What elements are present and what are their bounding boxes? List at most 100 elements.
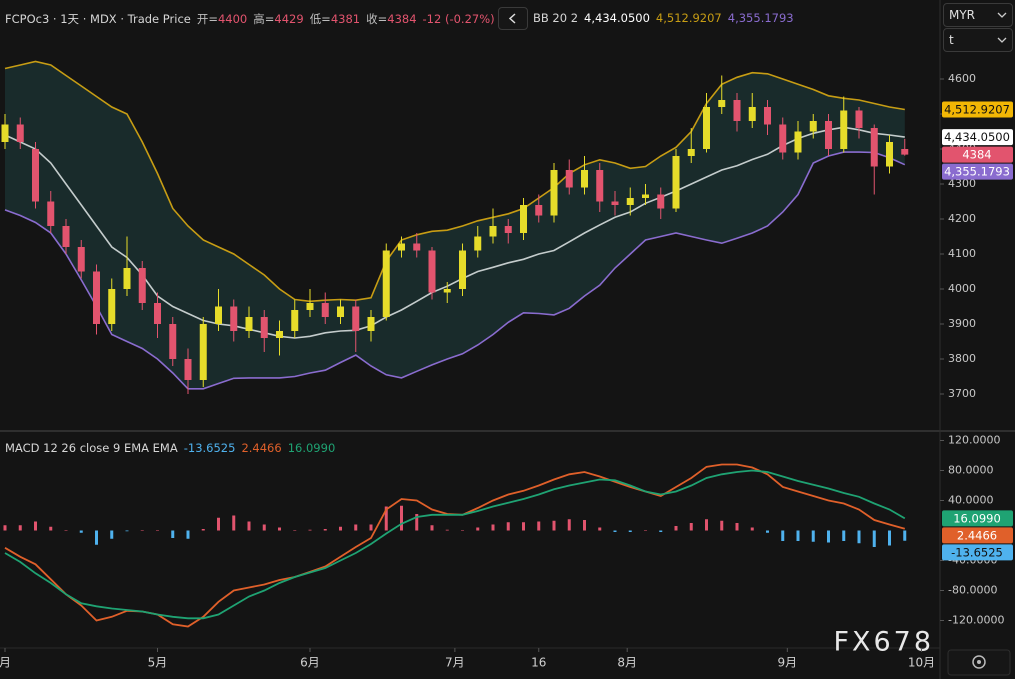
price-tag-label: -13.6525 (951, 545, 1003, 559)
ohlc-item: 低=4381 (310, 11, 360, 27)
candle-body (321, 303, 329, 317)
histogram-bar (872, 530, 876, 547)
y-tick-label: 4300 (948, 177, 976, 190)
price-tag-label: 16.0990 (953, 511, 1001, 525)
price-tag (942, 163, 1013, 180)
candle-body (123, 268, 131, 289)
histogram-bar (34, 521, 37, 531)
histogram-bar (522, 522, 525, 531)
histogram-bar (476, 527, 480, 531)
candle-body (687, 149, 695, 156)
back-icon (508, 13, 516, 24)
histogram-bar (140, 530, 144, 531)
candle-body (779, 124, 787, 153)
ohlc-label: 收= (366, 12, 388, 26)
histogram-bar (705, 519, 708, 531)
candle-body (230, 306, 238, 331)
candle-body (886, 142, 893, 167)
candle-body (642, 194, 649, 198)
plot-area (1, 60, 909, 628)
histogram-bar (323, 529, 327, 531)
ohlc-item: 高=4429 (253, 11, 303, 27)
candle-body (657, 194, 665, 209)
back-button[interactable] (498, 7, 528, 30)
ohlc-item: 收=4384 (366, 11, 416, 27)
y-tick-label: 3700 (948, 387, 976, 400)
axis-labels: 3700380039004000410042004300440045004600… (0, 72, 1013, 670)
ohlc-item: 开=4400 (197, 11, 247, 27)
candle-body (825, 121, 832, 149)
candle-body (596, 170, 604, 202)
candle-body (550, 170, 558, 216)
candle-body (443, 289, 451, 293)
candle-body (901, 149, 909, 155)
candle-body (382, 250, 390, 317)
chevron (997, 12, 1007, 18)
candle-body (840, 110, 848, 149)
y-tick-label: 3800 (948, 352, 976, 365)
candle-body (337, 306, 344, 317)
candle-body (764, 107, 771, 125)
watermark: FX678 (833, 627, 934, 658)
candle-body (47, 201, 55, 226)
histogram-bar (659, 530, 663, 532)
histogram-bar (64, 530, 68, 531)
histogram-bar (674, 526, 678, 531)
y-tick-label: 3900 (948, 317, 976, 330)
histogram-bar (781, 530, 785, 541)
candle-body (733, 100, 741, 121)
candle-body (199, 324, 207, 380)
histogram-bar (79, 530, 83, 533)
candle-body (367, 317, 375, 331)
chevron (508, 13, 516, 24)
candle-body (718, 100, 726, 107)
histogram-bar (491, 524, 495, 531)
histogram-bar (720, 520, 724, 531)
histogram-bar (644, 530, 647, 531)
candle-body (565, 170, 573, 188)
histogram-bar (49, 526, 53, 531)
histogram-value: -13.6525 (183, 441, 236, 455)
candle-body (138, 268, 146, 303)
histogram-bar (506, 522, 510, 531)
candle-body (581, 170, 588, 188)
candle-body (489, 226, 497, 237)
histogram-bar (339, 526, 342, 531)
price-tag (942, 544, 1013, 561)
currency: MYR (949, 8, 976, 22)
candle-body (398, 243, 405, 251)
histogram-bar (888, 530, 891, 546)
mode-select[interactable]: t (943, 28, 1013, 52)
ohlc-label: 高= (253, 12, 275, 26)
candle-body (108, 289, 116, 324)
histogram-bar (628, 530, 632, 532)
macd-line (4, 469, 906, 620)
histogram-bar (689, 523, 693, 531)
price-tag (942, 527, 1013, 544)
histogram-bar (598, 527, 602, 531)
header-legend: FCPOc3 · 1天 · MDX · Trade Price 开=4400 高=… (5, 11, 495, 27)
y-tick-label: 4200 (948, 212, 976, 225)
histogram-bar (583, 520, 586, 531)
price-tag-label: 4,434.0500 (944, 130, 1010, 144)
histogram-bar (567, 519, 571, 531)
macd-line (4, 463, 906, 628)
y-tick-label: -80.0000 (948, 584, 997, 597)
candle-body (413, 243, 421, 251)
candle-body (428, 250, 436, 293)
histogram-bar (18, 525, 22, 531)
histogram-bar (247, 521, 251, 531)
histogram-bar (278, 527, 281, 531)
histogram-bar (613, 530, 617, 532)
currency-select[interactable]: MYR (943, 3, 1013, 27)
price-tag-label: 2.4466 (957, 528, 997, 542)
candle-body (870, 128, 878, 167)
candle-body (62, 226, 70, 247)
candle-body (352, 306, 360, 331)
candle-body (474, 236, 482, 251)
price-tag (942, 129, 1013, 146)
settings-button[interactable] (947, 649, 1011, 676)
histogram-bar (201, 529, 205, 531)
